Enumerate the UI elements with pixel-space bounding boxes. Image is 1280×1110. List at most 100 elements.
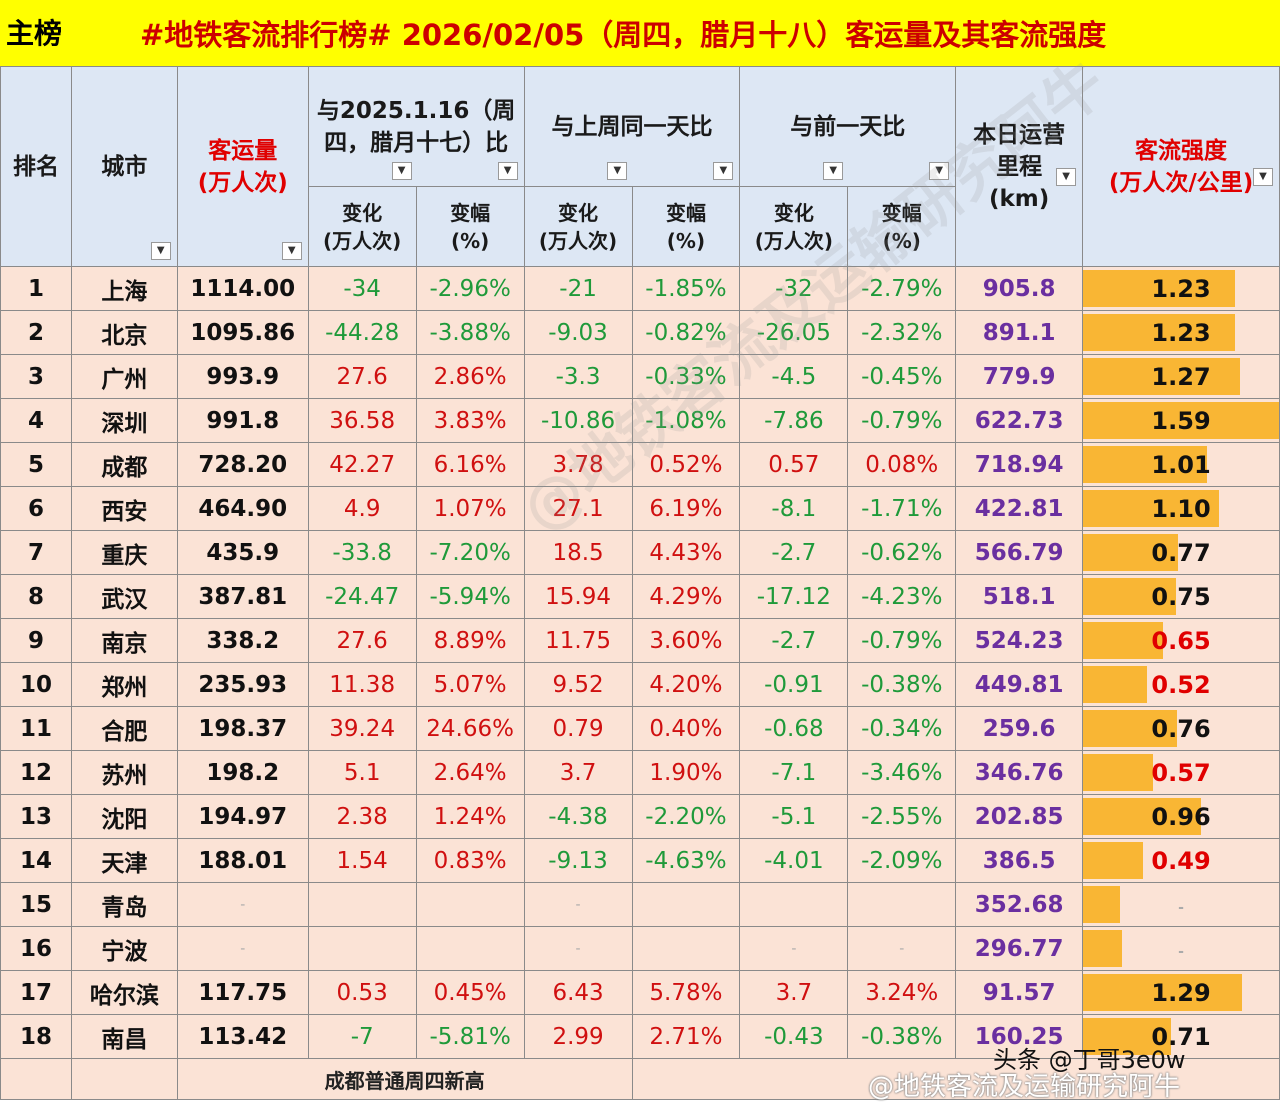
rank-cell: 4: [0, 398, 72, 443]
mileage-cell: 422.81: [955, 486, 1084, 531]
mileage-cell: 905.8: [955, 266, 1084, 311]
dod-pct-cell: -3.46%: [847, 750, 957, 795]
subheader-dod-change: 变化 (万人次): [739, 186, 849, 267]
wow-pct-cell: 6.19%: [631, 486, 741, 531]
intensity-value: 0.65: [1151, 626, 1211, 655]
filter-dropdown-icon[interactable]: ▼: [281, 242, 302, 260]
volume-cell: 435.9: [176, 530, 309, 575]
dod-change-cell: -8.1: [739, 486, 849, 531]
header-intensity-l1: 客流强度: [1135, 137, 1228, 164]
yoy-change-cell: 0.53: [307, 970, 417, 1015]
volume-cell: 198.2: [176, 750, 309, 795]
filter-dropdown-icon[interactable]: ▼: [823, 162, 844, 180]
intensity-value: 0.77: [1151, 538, 1211, 567]
header-rank: 排名: [0, 66, 72, 267]
yoy-change-cell: -44.28: [307, 310, 417, 355]
header-mileage-l3: (km): [988, 185, 1050, 212]
rank-cell: 3: [0, 354, 72, 399]
rank-cell: 2: [0, 310, 72, 355]
intensity-value: -: [1178, 899, 1184, 916]
yoy-pct-cell: 8.89%: [415, 618, 525, 663]
yoy-change-cell: 39.24: [307, 706, 417, 751]
intensity-cell: 0.77: [1082, 530, 1280, 575]
title-bar: 主榜 #地铁客流排行榜# 2026/02/05（周四，腊月十八）客运量及其客流强…: [0, 0, 1280, 68]
dod-change-cell: -4.5: [739, 354, 849, 399]
dod-pct-cell: -0.34%: [847, 706, 957, 751]
mileage-cell: 296.77: [955, 926, 1084, 971]
dod-pct-cell: -2.09%: [847, 838, 957, 883]
table-row: 17 哈尔滨 117.75 0.53 0.45% 6.43 5.78% 3.7 3.24% 91.…: [0, 970, 1280, 1015]
rank-cell: 7: [0, 530, 72, 575]
mileage-cell: 449.81: [955, 662, 1084, 707]
table-row: 12 苏州 198.2 5.1 2.64% 3.7 1.90% -7.1 -3.46% 346.7…: [0, 750, 1280, 795]
filter-dropdown-icon[interactable]: ▼: [150, 242, 171, 260]
volume-cell: 194.97: [176, 794, 309, 839]
wow-pct-cell: -0.82%: [631, 310, 741, 355]
yoy-change-cell: -24.47: [307, 574, 417, 619]
header-city[interactable]: 城市 ▼: [70, 66, 178, 267]
filter-dropdown-icon[interactable]: ▼: [929, 162, 950, 180]
intensity-bar: [1083, 270, 1235, 307]
filter-dropdown-icon[interactable]: ▼: [607, 162, 628, 180]
filter-dropdown-icon[interactable]: ▼: [713, 162, 734, 180]
filter-dropdown-icon[interactable]: ▼: [1056, 168, 1077, 186]
volume-cell: -: [176, 882, 309, 927]
intensity-value: 1.59: [1151, 406, 1211, 435]
city-cell: 上海: [70, 266, 178, 311]
filter-dropdown-icon[interactable]: ▼: [497, 162, 518, 180]
intensity-cell: 0.96: [1082, 794, 1280, 839]
wow-pct-cell: 1.90%: [631, 750, 741, 795]
filter-dropdown-icon[interactable]: ▼: [391, 162, 412, 180]
yoy-pct-cell: 6.16%: [415, 442, 525, 487]
volume-cell: 1095.86: [176, 310, 309, 355]
wow-pct-cell: 5.78%: [631, 970, 741, 1015]
header-dod[interactable]: 与前一天比 ▼ ▼: [739, 66, 957, 187]
volume-cell: 991.8: [176, 398, 309, 443]
filter-dropdown-icon[interactable]: ▼: [1253, 168, 1273, 186]
yoy-pct-cell: 1.07%: [415, 486, 525, 531]
city-cell: 成都: [70, 442, 178, 487]
volume-cell: -: [176, 926, 309, 971]
table-row: 5 成都 728.20 42.27 6.16% 3.78 0.52% 0.57 0.08% 718…: [0, 442, 1280, 487]
table-row: 11 合肥 198.37 39.24 24.66% 0.79 0.40% -0.68 -0.34…: [0, 706, 1280, 751]
dod-change-cell: -4.01: [739, 838, 849, 883]
dod-pct-cell: -2.55%: [847, 794, 957, 839]
table-row: 13 沈阳 194.97 2.38 1.24% -4.38 -2.20% -5.1 -2.55%…: [0, 794, 1280, 839]
dod-pct-cell: 3.24%: [847, 970, 957, 1015]
header-volume[interactable]: 客运量 (万人次) ▼: [176, 66, 309, 267]
intensity-cell: 1.01: [1082, 442, 1280, 487]
table-row: 15 青岛 - -352.68-: [0, 882, 1280, 927]
wow-pct-cell: 0.52%: [631, 442, 741, 487]
header-wow[interactable]: 与上周同一天比 ▼ ▼: [523, 66, 741, 187]
yoy-change-cell: 11.38: [307, 662, 417, 707]
yoy-pct-cell: [415, 882, 525, 927]
intensity-value: 0.57: [1151, 758, 1211, 787]
subheader-wow-pct: 变幅 (%): [631, 186, 741, 267]
volume-cell: 338.2: [176, 618, 309, 663]
intensity-bar: [1083, 710, 1177, 747]
intensity-bar: [1083, 446, 1208, 483]
volume-cell: 235.93: [176, 662, 309, 707]
intensity-bar: [1083, 402, 1279, 439]
yoy-change-cell: 1.54: [307, 838, 417, 883]
intensity-cell: 0.76: [1082, 706, 1280, 751]
yoy-change-cell: -7: [307, 1014, 417, 1059]
wow-change-cell: 27.1: [523, 486, 633, 531]
intensity-bar: [1083, 754, 1154, 791]
header-mileage[interactable]: 本日运营 里程 (km) ▼: [955, 66, 1084, 267]
city-cell: 沈阳: [70, 794, 178, 839]
yoy-change-cell: 2.38: [307, 794, 417, 839]
mileage-cell: 566.79: [955, 530, 1084, 575]
dod-change-cell: 3.7: [739, 970, 849, 1015]
header-yoy-l2: 四，腊月十七）比: [324, 129, 509, 156]
intensity-bar: [1083, 622, 1164, 659]
header-yoy[interactable]: 与2025.1.16（周 四，腊月十七）比 ▼ ▼: [307, 66, 525, 187]
rank-cell: 16: [0, 926, 72, 971]
wow-pct-cell: 0.40%: [631, 706, 741, 751]
yoy-pct-cell: 24.66%: [415, 706, 525, 751]
header-intensity[interactable]: 客流强度 (万人次/公里) ▼: [1082, 66, 1280, 267]
intensity-cell: 1.27: [1082, 354, 1280, 399]
wow-change-cell: 9.52: [523, 662, 633, 707]
rank-cell: 14: [0, 838, 72, 883]
page-title: #地铁客流排行榜# 2026/02/05（周四，腊月十八）客运量及其客流强度: [140, 18, 1107, 52]
